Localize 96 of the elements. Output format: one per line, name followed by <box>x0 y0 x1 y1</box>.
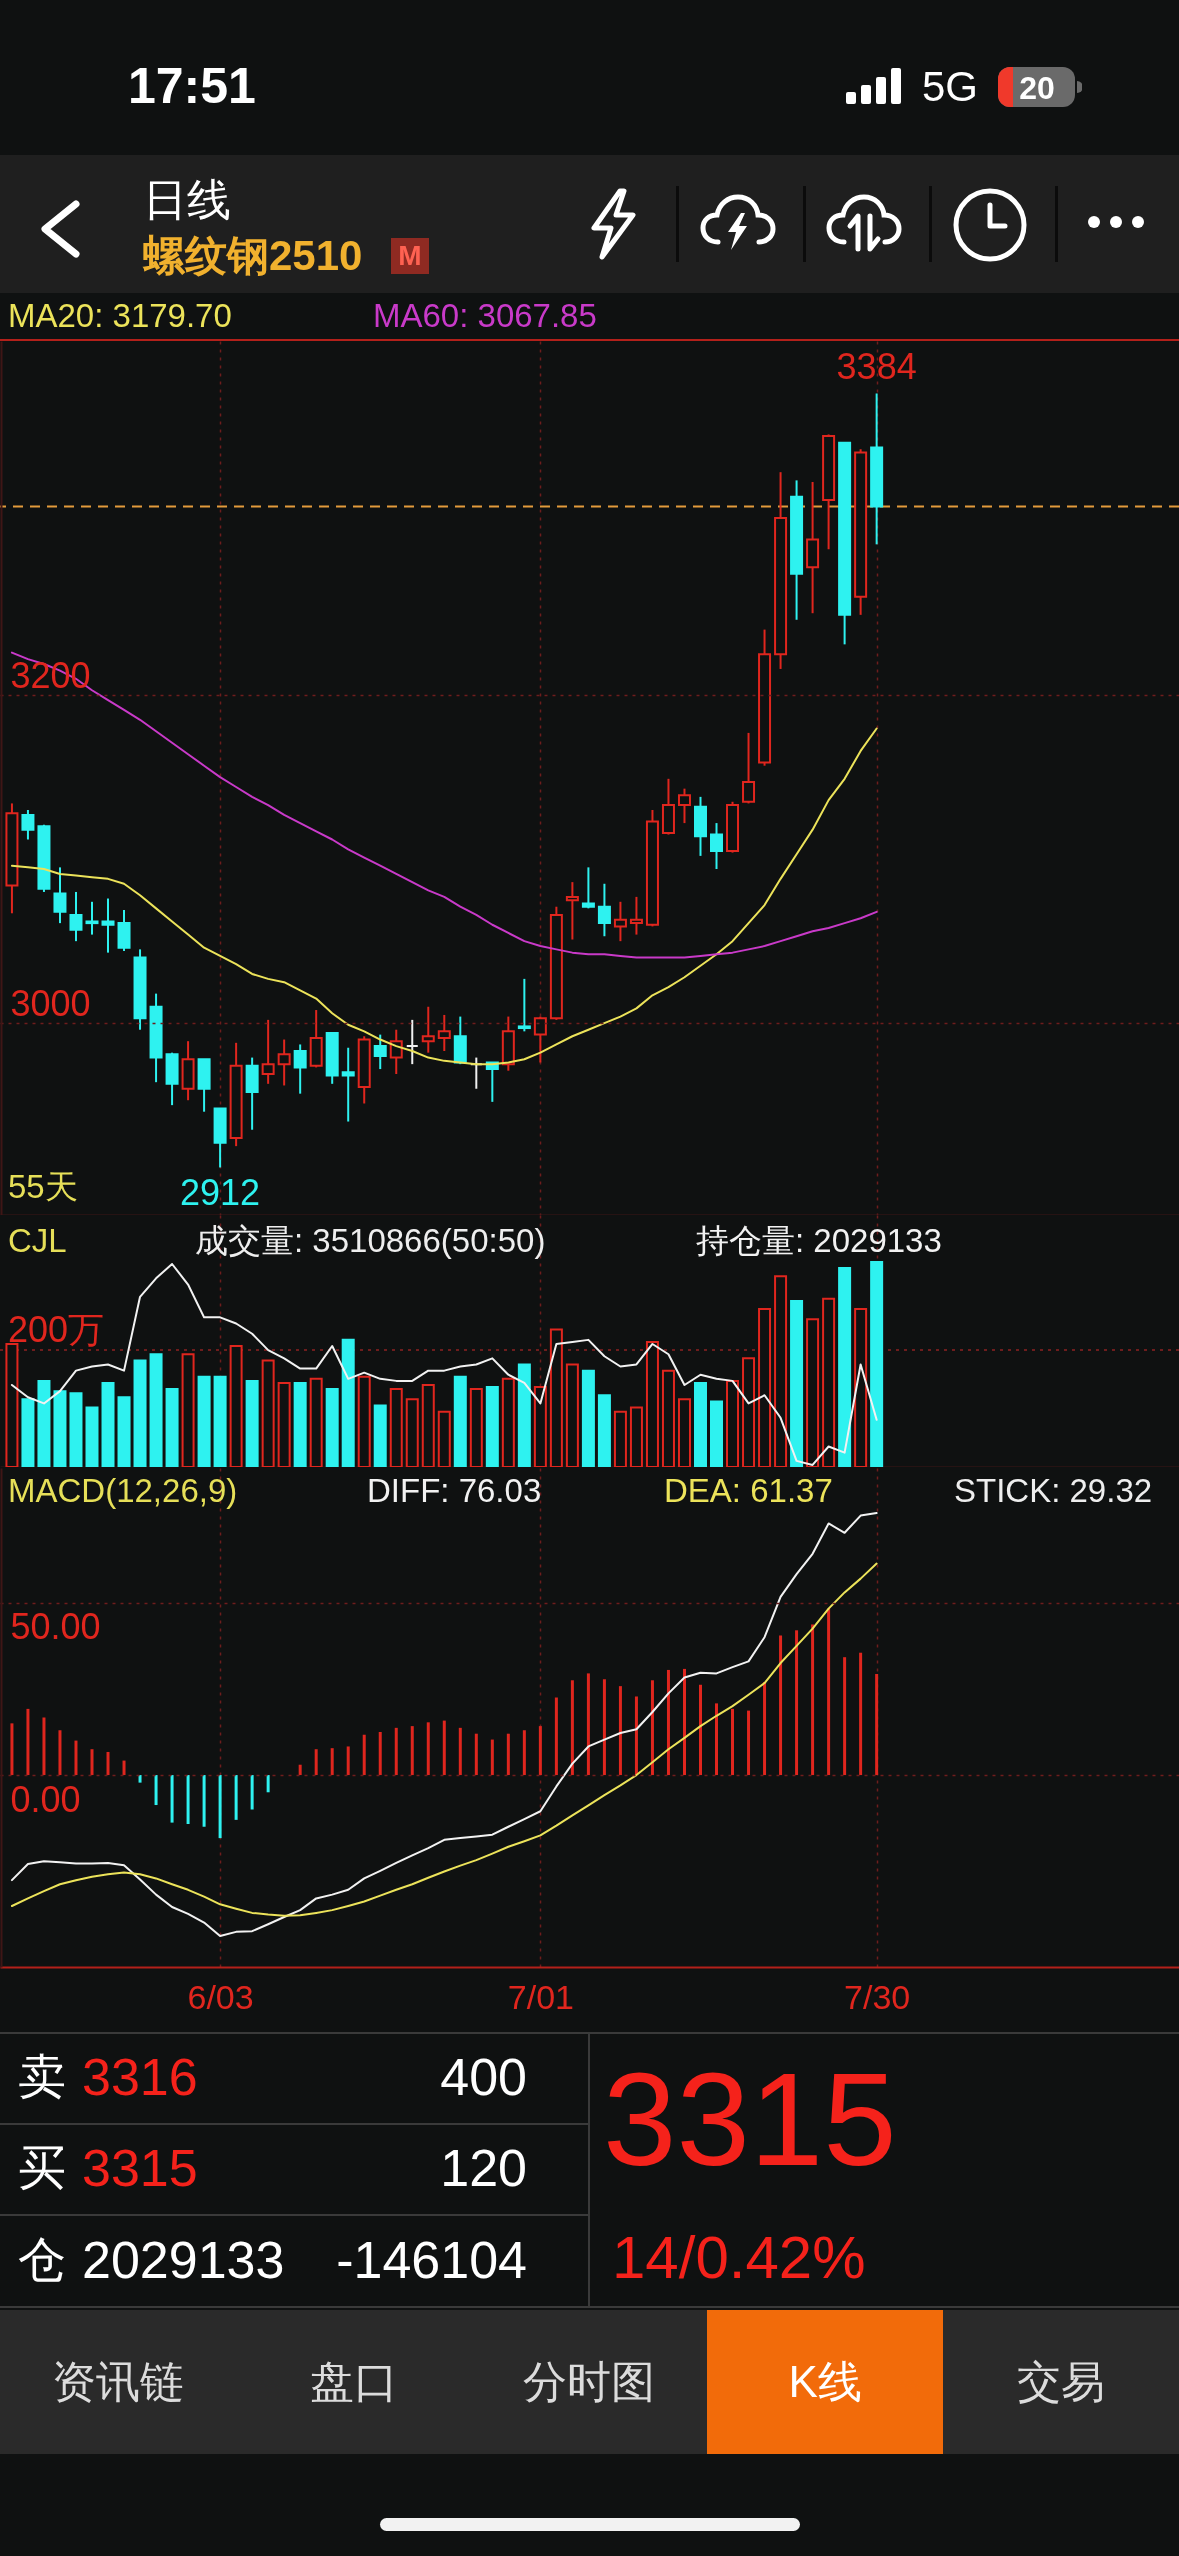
bar <box>37 1379 51 1467</box>
text: 持仓量: 2029133 <box>696 1221 942 1261</box>
text: K线 <box>707 2310 944 2454</box>
text: M <box>391 238 429 274</box>
text: 3315 <box>603 2044 897 2195</box>
bar <box>726 1379 740 1467</box>
ref-line-label: 200万 <box>8 1309 105 1351</box>
text: STICK: 29.32 <box>954 1471 1153 1511</box>
text: MA60: 3067.85 <box>373 296 597 336</box>
text: DEA: 61.37 <box>664 1471 833 1511</box>
bar <box>517 1363 531 1467</box>
bar <box>261 1359 275 1467</box>
bar <box>373 1404 387 1467</box>
bar <box>229 1345 243 1467</box>
bar <box>325 1388 339 1467</box>
annotation: 2912 <box>180 1172 261 1214</box>
text: MA20: 3179.70 <box>8 296 232 336</box>
x-tick-label: 7/30 <box>844 1977 911 2016</box>
text: 3315 <box>82 2137 198 2199</box>
text: 买 <box>18 2140 66 2197</box>
bar <box>661 1369 675 1467</box>
x-tick-label: 6/03 <box>187 1977 254 2016</box>
text: 14/0.42% <box>612 2223 866 2293</box>
bar <box>181 1353 195 1467</box>
text: 交易 <box>1016 2356 1107 2408</box>
bar <box>5 1342 19 1467</box>
bar <box>693 1381 707 1467</box>
bar <box>165 1388 179 1467</box>
text: DIFF: 76.03 <box>367 1471 542 1511</box>
bar <box>101 1381 115 1467</box>
bar <box>533 1386 547 1467</box>
annotation: 55天 <box>8 1168 78 1205</box>
text: 螺纹钢2510 <box>143 230 363 281</box>
bar <box>53 1390 67 1467</box>
chart-title: CJL <box>8 1221 67 1261</box>
bar <box>677 1398 691 1467</box>
bar <box>341 1338 355 1467</box>
text: 成交量: 3510866(50:50) <box>195 1221 546 1261</box>
chart-title: MACD(12,26,9) <box>8 1471 238 1511</box>
bar <box>581 1369 595 1467</box>
y-tick-label: 50.00 <box>10 1606 101 1648</box>
annotation: 3384 <box>836 346 917 388</box>
text: -146104 <box>336 2229 527 2291</box>
bar <box>645 1340 659 1467</box>
bar <box>389 1388 403 1467</box>
text: 卖 <box>18 2049 66 2106</box>
bar <box>117 1396 131 1467</box>
bar <box>357 1375 371 1467</box>
bar <box>453 1375 467 1467</box>
text: 日线 <box>143 173 231 226</box>
bar <box>806 1318 820 1467</box>
bar <box>758 1308 772 1467</box>
y-tick-label: 3000 <box>10 982 91 1024</box>
bar <box>742 1357 756 1467</box>
bar <box>277 1381 291 1467</box>
bar <box>405 1398 419 1467</box>
bar <box>437 1410 451 1467</box>
text: 400 <box>440 2046 527 2108</box>
text: 20 <box>1019 68 1055 108</box>
bar <box>21 1398 35 1467</box>
bar <box>421 1383 435 1467</box>
text: 3316 <box>82 2046 198 2108</box>
text: 120 <box>440 2137 527 2199</box>
bar <box>213 1375 227 1467</box>
text: 盘口 <box>308 2356 399 2408</box>
text: 仓 <box>18 2232 66 2289</box>
bar <box>790 1299 804 1467</box>
bar <box>854 1308 868 1467</box>
bar <box>293 1381 307 1467</box>
bar <box>149 1353 163 1467</box>
text: 2029133 <box>82 2229 285 2291</box>
bar <box>469 1388 483 1467</box>
text: 17:51 <box>128 57 256 116</box>
bar <box>85 1406 99 1467</box>
bar <box>485 1386 499 1467</box>
text: 资讯链 <box>50 2356 185 2408</box>
bar <box>870 1260 884 1467</box>
bar <box>710 1400 724 1467</box>
bar <box>597 1394 611 1467</box>
bar <box>245 1379 259 1467</box>
bar <box>501 1377 515 1467</box>
bar <box>197 1375 211 1467</box>
y-tick-label: 0.00 <box>10 1778 81 1820</box>
x-tick-label: 7/01 <box>507 1977 574 2016</box>
bar <box>565 1363 579 1467</box>
bar <box>613 1410 627 1467</box>
bar <box>838 1267 852 1467</box>
bar <box>69 1392 83 1467</box>
bar <box>549 1328 563 1467</box>
text: 分时图 <box>522 2356 657 2408</box>
bar <box>774 1275 788 1467</box>
text: 5G <box>922 61 979 112</box>
bar <box>629 1406 643 1467</box>
bar <box>822 1297 836 1467</box>
bar <box>133 1359 147 1467</box>
bar <box>309 1377 323 1467</box>
